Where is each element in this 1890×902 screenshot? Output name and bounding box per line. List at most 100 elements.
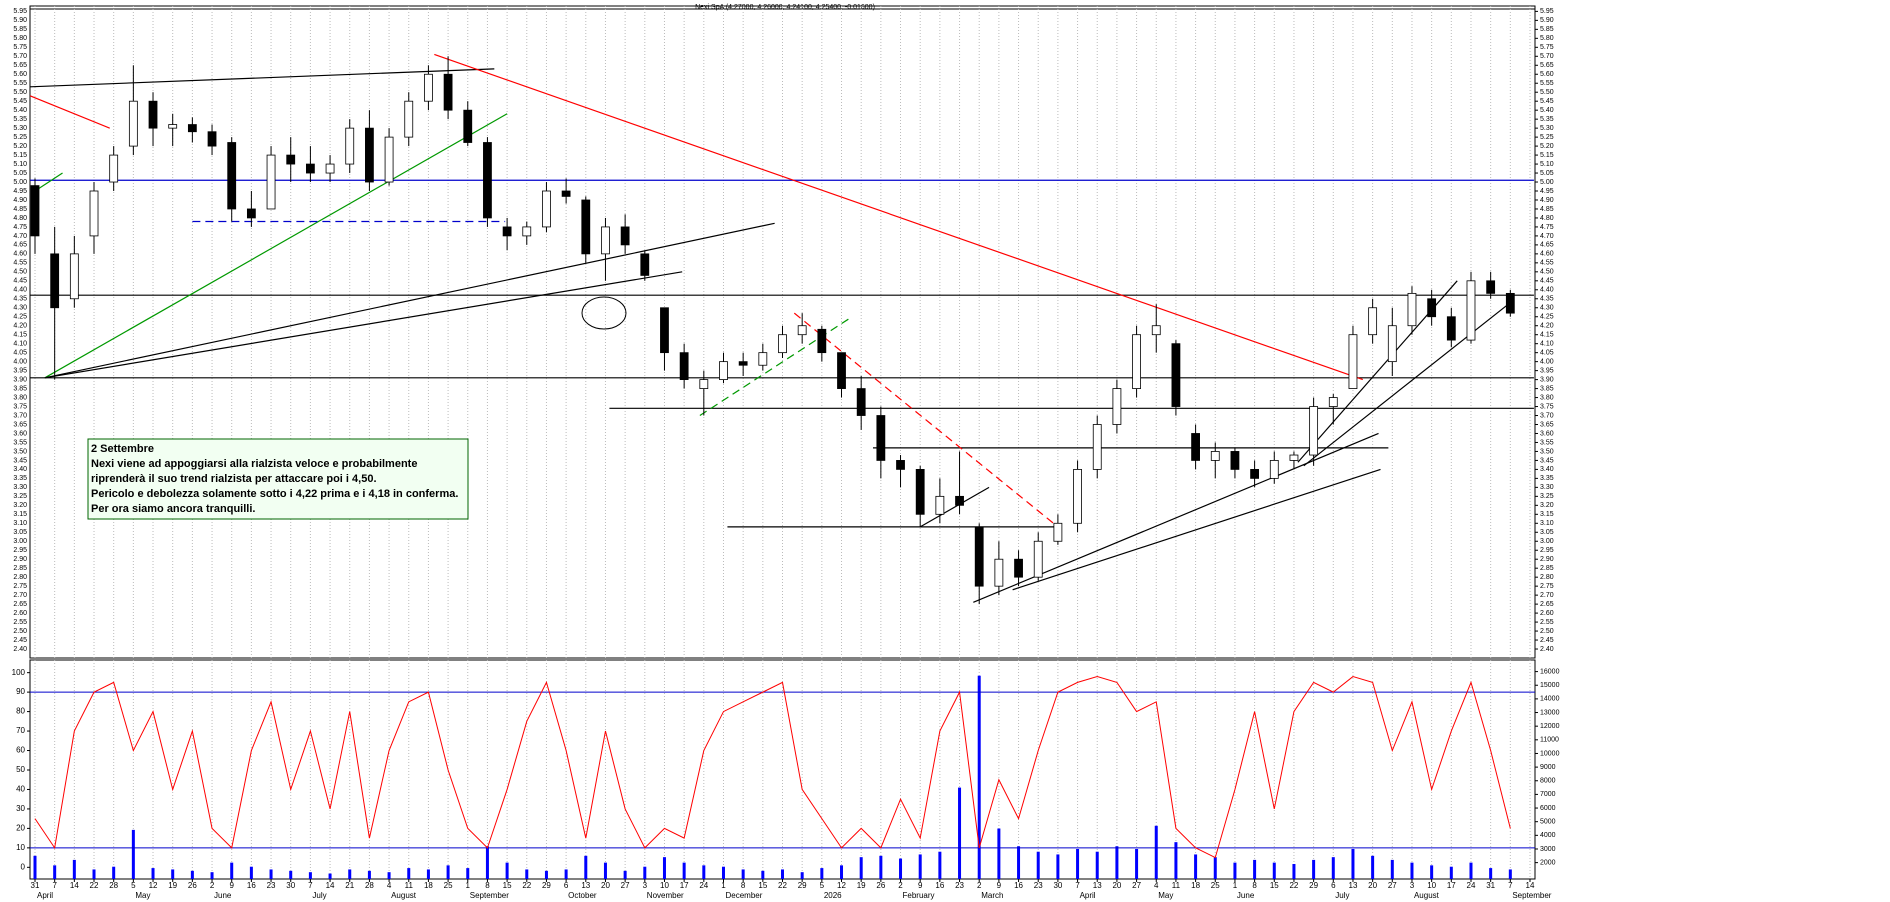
y-tick-label: 4.05: [1540, 349, 1554, 356]
month-label: July: [1335, 891, 1349, 900]
volume-tick-label: 12000: [1540, 723, 1560, 730]
x-tick-label: 4: [1154, 881, 1159, 890]
x-tick-label: 16: [1014, 881, 1023, 890]
y-tick-label: 2.75: [1540, 583, 1554, 590]
x-tick-label: 8: [741, 881, 746, 890]
y-tick-label: 3.25: [13, 493, 27, 500]
volume-bar: [446, 865, 450, 879]
y-tick-label: 4.35: [13, 296, 27, 303]
x-tick-label: 30: [286, 881, 295, 890]
annotation-box: [87, 438, 469, 520]
y-tick-label: 4.55: [1540, 260, 1554, 267]
x-tick-label: 7: [52, 881, 57, 890]
y-tick-label: 4.45: [13, 278, 27, 285]
x-tick-label: 10: [1427, 881, 1436, 890]
y-tick-label: 4.85: [1540, 206, 1554, 213]
volume-bar: [721, 866, 725, 879]
volume-bar: [1076, 848, 1080, 879]
oscillator-line: [34, 675, 1511, 859]
x-tick-label: 2: [898, 881, 903, 890]
month-label: May: [1158, 891, 1173, 900]
candle-body: [1387, 325, 1397, 363]
y-tick-label: 2.65: [1540, 601, 1554, 608]
x-tick-label: 9: [918, 881, 923, 890]
y-tick-label: 4.00: [1540, 358, 1554, 365]
trend-line: [29, 95, 110, 129]
x-tick-label: 11: [1172, 881, 1181, 890]
volume-bar: [171, 869, 175, 879]
y-tick-label: 5.50: [13, 89, 27, 96]
volume-bar: [1430, 865, 1434, 879]
candle-body: [561, 190, 571, 197]
month-label: 2026: [824, 891, 842, 900]
x-tick-label: 19: [857, 881, 866, 890]
x-tick-label: 4: [387, 881, 392, 890]
osc-tick-label: 20: [16, 823, 25, 832]
volume-bar: [249, 866, 253, 879]
candle-body: [699, 379, 709, 389]
candle-body: [758, 352, 768, 366]
volume-tick-label: 16000: [1540, 668, 1560, 675]
candle-body: [581, 199, 591, 255]
candle-body: [384, 136, 394, 183]
y-tick-label: 3.20: [13, 502, 27, 509]
volume-bar: [407, 868, 411, 879]
y-tick-label: 5.15: [13, 152, 27, 159]
y-tick-label: 3.65: [1540, 421, 1554, 428]
volume-bar: [525, 869, 529, 879]
volume-bar: [426, 869, 430, 879]
y-tick-label: 3.00: [1540, 538, 1554, 545]
y-tick-label: 5.70: [13, 53, 27, 60]
osc-tick-label: 30: [16, 804, 25, 813]
volume-bar: [800, 872, 804, 879]
volume-bar: [1154, 825, 1158, 879]
candle-body: [1112, 388, 1122, 425]
y-tick-label: 2.45: [1540, 637, 1554, 644]
y-tick-label: 5.25: [1540, 134, 1554, 141]
y-tick-label: 4.30: [1540, 305, 1554, 312]
y-tick-label: 4.15: [1540, 332, 1554, 339]
candle-body: [620, 226, 630, 246]
volume-bar: [1449, 866, 1453, 879]
volume-bar: [308, 872, 312, 879]
x-tick-label: 25: [1211, 881, 1220, 890]
x-tick-label: 13: [1349, 881, 1358, 890]
y-tick-label: 5.80: [1540, 35, 1554, 42]
y-tick-label: 5.40: [13, 107, 27, 114]
y-tick-label: 2.90: [13, 556, 27, 563]
candle-body: [30, 185, 40, 237]
candle-body: [817, 328, 827, 354]
osc-tick-label: 10: [16, 843, 25, 852]
x-tick-label: 17: [1447, 881, 1456, 890]
volume-bar: [367, 870, 371, 879]
candle-body: [168, 124, 178, 129]
x-tick-label: 23: [1034, 881, 1043, 890]
volume-bar: [348, 869, 352, 879]
y-tick-label: 3.60: [1540, 430, 1554, 437]
y-tick-label: 5.65: [13, 62, 27, 69]
volume-tick-label: 8000: [1540, 778, 1556, 785]
y-tick-label: 2.50: [1540, 628, 1554, 635]
volume-bar: [938, 851, 942, 879]
y-tick-label: 4.90: [1540, 197, 1554, 204]
candle-body: [50, 253, 60, 309]
month-label: October: [568, 891, 597, 900]
x-tick-label: 28: [109, 881, 118, 890]
volume-bar: [1036, 851, 1040, 879]
candle-body: [1328, 397, 1338, 407]
x-tick-label: 13: [581, 881, 590, 890]
y-tick-label: 3.25: [1540, 493, 1554, 500]
y-tick-label: 5.10: [1540, 161, 1554, 168]
y-tick-label: 3.70: [1540, 412, 1554, 419]
volume-bar: [33, 855, 37, 879]
y-tick-label: 3.50: [1540, 448, 1554, 455]
y-tick-label: 4.25: [13, 314, 27, 321]
osc-tick-label: 60: [16, 746, 25, 755]
candle-body: [345, 127, 355, 165]
y-tick-label: 3.80: [1540, 394, 1554, 401]
x-tick-label: 16: [247, 881, 256, 890]
volume-bar: [662, 857, 666, 879]
candle-body: [227, 142, 237, 210]
y-tick-label: 5.75: [1540, 44, 1554, 51]
y-tick-label: 3.10: [13, 520, 27, 527]
